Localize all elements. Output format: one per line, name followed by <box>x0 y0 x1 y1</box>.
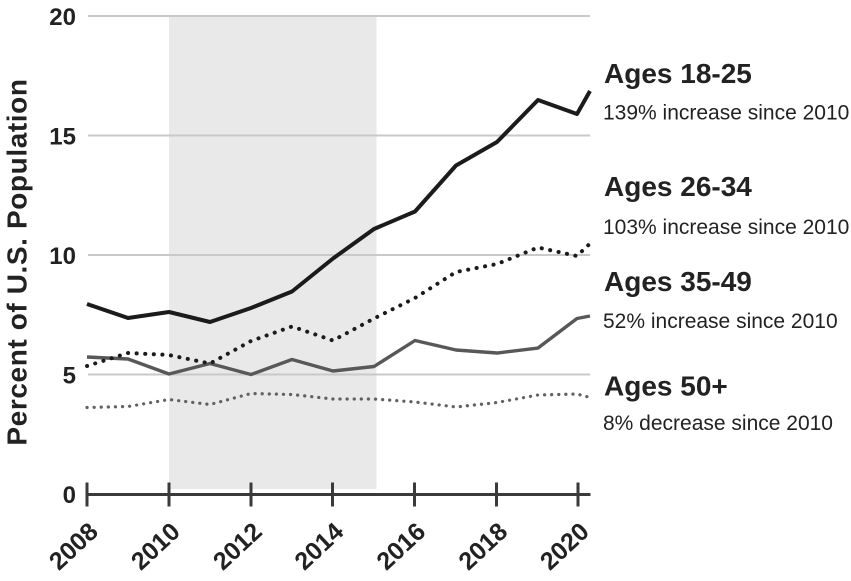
svg-text:Ages 26-34: Ages 26-34 <box>604 171 752 202</box>
svg-text:8% decrease since 2010: 8% decrease since 2010 <box>603 412 833 435</box>
svg-text:10: 10 <box>49 243 76 270</box>
svg-text:52% increase since 2010: 52% increase since 2010 <box>603 310 838 333</box>
svg-text:15: 15 <box>49 124 76 151</box>
svg-text:Ages 35-49: Ages 35-49 <box>604 266 752 297</box>
svg-text:5: 5 <box>63 363 76 390</box>
svg-text:20: 20 <box>49 4 76 31</box>
svg-text:0: 0 <box>63 482 76 509</box>
svg-text:103% increase since 2010: 103% increase since 2010 <box>603 216 849 239</box>
svg-text:Ages 50+: Ages 50+ <box>604 371 728 402</box>
svg-text:Percent of U.S. Population: Percent of U.S. Population <box>2 78 33 445</box>
svg-text:Ages 18-25: Ages 18-25 <box>604 58 752 89</box>
svg-text:139% increase since 2010: 139% increase since 2010 <box>603 102 849 125</box>
